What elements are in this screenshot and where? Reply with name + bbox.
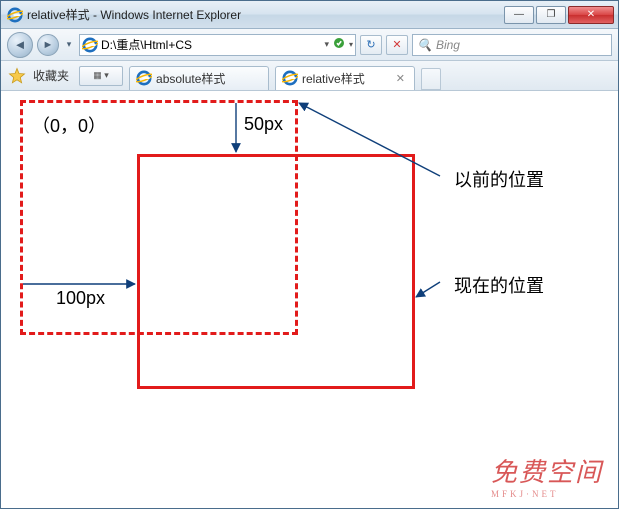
- compat-dropdown-icon[interactable]: ▾: [349, 40, 353, 49]
- page-content: （0，0） 50px 100px 以前的位置 现在的位置 免费空间 MFKJ·N…: [2, 92, 617, 507]
- ie-icon: [136, 70, 152, 86]
- compat-indicator-icon[interactable]: [332, 37, 346, 52]
- refresh-button[interactable]: ↻: [360, 35, 382, 55]
- navigation-toolbar: ◄ ► ▾ D:\重点\Html+CS ▾ ▾ ↻ ✕ 🔍 Bing: [1, 29, 618, 61]
- diagram-arrows: [2, 92, 617, 507]
- watermark-text: 免费空间: [491, 458, 603, 487]
- window-title: relative样式 - Windows Internet Explorer: [27, 6, 502, 23]
- search-icon: 🔍: [417, 38, 432, 52]
- minimize-button[interactable]: ―: [504, 6, 534, 24]
- ie-icon: [282, 70, 298, 86]
- window-controls: ― ❐ ✕: [502, 6, 614, 24]
- forward-button[interactable]: ►: [37, 34, 59, 56]
- address-bar[interactable]: D:\重点\Html+CS ▾ ▾: [79, 34, 356, 56]
- address-text: D:\重点\Html+CS: [101, 36, 321, 53]
- close-button[interactable]: ✕: [568, 6, 614, 24]
- nav-history-dropdown[interactable]: ▾: [63, 39, 75, 50]
- stop-button[interactable]: ✕: [386, 35, 408, 55]
- tab-label: absolute样式: [156, 70, 225, 87]
- favorites-tabs-row: 收藏夹 ▦ ▾ absolute样式 relative样式 ✕: [1, 61, 618, 91]
- maximize-button[interactable]: ❐: [536, 6, 566, 24]
- page-favicon: [82, 37, 98, 53]
- search-placeholder: Bing: [436, 38, 607, 52]
- tab-close-icon[interactable]: ✕: [393, 72, 408, 85]
- watermark: 免费空间 MFKJ·NET: [491, 452, 603, 499]
- titlebar: relative样式 - Windows Internet Explorer ―…: [1, 1, 618, 29]
- search-bar[interactable]: 🔍 Bing: [412, 34, 612, 56]
- favorites-star-icon[interactable]: [7, 66, 27, 86]
- favorites-label[interactable]: 收藏夹: [33, 67, 69, 84]
- watermark-subtext: MFKJ·NET: [491, 489, 603, 499]
- browser-window: relative样式 - Windows Internet Explorer ―…: [0, 0, 619, 509]
- position-diagram: （0，0） 50px 100px 以前的位置 现在的位置 免费空间 MFKJ·N…: [2, 92, 617, 507]
- view-mode-button[interactable]: ▦ ▾: [79, 66, 123, 86]
- tab-absolute[interactable]: absolute样式: [129, 66, 269, 90]
- tab-relative[interactable]: relative样式 ✕: [275, 66, 415, 90]
- tab-label: relative样式: [302, 70, 365, 87]
- ie-icon: [7, 7, 23, 23]
- new-tab-button[interactable]: [421, 68, 441, 90]
- back-button[interactable]: ◄: [7, 32, 33, 58]
- address-dropdown-icon[interactable]: ▾: [324, 39, 329, 50]
